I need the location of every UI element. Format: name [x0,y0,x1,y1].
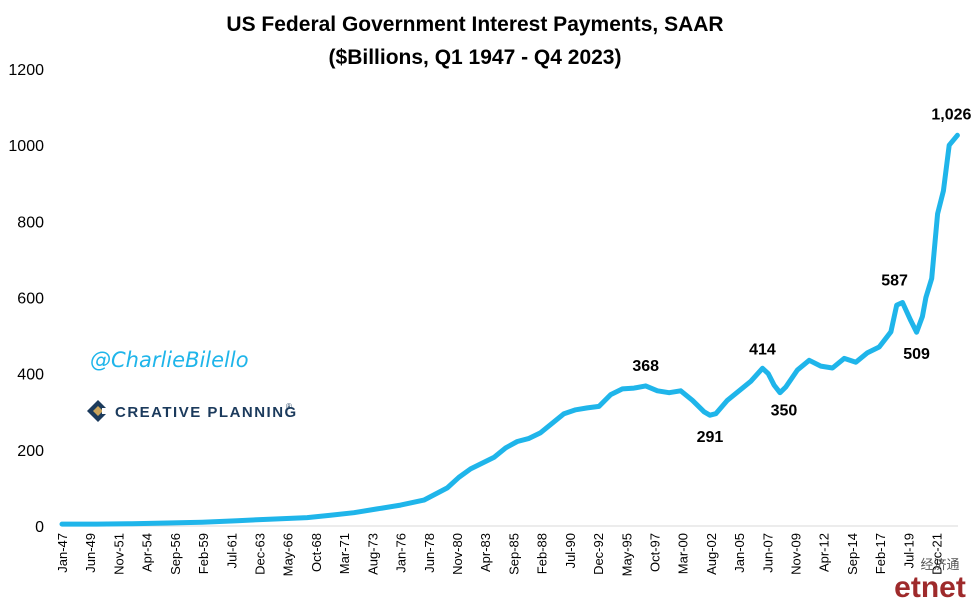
annotation-label: 587 [881,272,908,289]
x-tick-label: Apr-83 [478,533,493,572]
x-tick-label: Nov-09 [789,533,804,575]
x-tick-label: Sep-85 [506,533,521,575]
x-tick-label: Feb-59 [196,533,211,574]
annotation-label: 1,026 [931,106,971,123]
annotation-label: 350 [771,403,798,420]
x-tick-label: Jul-19 [901,533,916,568]
x-tick-label: Jan-05 [732,533,747,573]
x-tick-label: Dec-63 [252,533,267,575]
etnet-watermark: 经济通 etnet [894,558,966,599]
y-tick-label: 200 [17,443,44,460]
creative-planning-logo: CREATIVE PLANNING ® [87,400,298,422]
y-tick-label: 400 [17,367,44,384]
x-tick-label: Jun-78 [422,533,437,573]
creative-planning-icon [87,400,110,422]
y-tick-label: 1000 [8,138,44,155]
x-tick-label: Apr-12 [817,533,832,572]
y-tick-label: 1200 [8,62,44,79]
x-tick-label: Jan-47 [55,533,70,573]
x-tick-label: Jan-76 [394,533,409,573]
author-handle: @CharlieBilello [90,348,249,372]
interest-payments-line [59,132,960,527]
x-tick-label: Jun-49 [83,533,98,573]
y-axis-tick-labels: 0 200 400 600 800 1000 1200 [8,62,44,536]
chart-title: US Federal Government Interest Payments,… [226,13,723,36]
x-tick-label: Apr-54 [140,533,155,572]
x-tick-label: May-95 [619,533,634,576]
x-tick-label: Feb-17 [873,533,888,574]
x-tick-label: Nov-51 [111,533,126,575]
annotation-label: 291 [697,429,724,446]
x-axis-tick-labels: Jan-47 Jun-49 Nov-51 Apr-54 Sep-56 Feb-59 Jul-… [55,533,945,576]
watermark-chinese-text: 经济通 [920,558,959,573]
x-tick-label: Sep-14 [845,533,860,575]
x-tick-label: Dec-92 [591,533,606,575]
annotation-label: 509 [903,346,930,363]
company-name: CREATIVE PLANNING [115,404,298,421]
annotation-label: 368 [632,358,659,375]
watermark-logo-text: etnet [894,571,966,599]
annotation-label: 414 [749,341,776,358]
x-tick-label: Aug-73 [365,533,380,575]
x-tick-label: Nov-80 [450,533,465,575]
x-tick-label: Sep-56 [168,533,183,575]
x-tick-label: Feb-88 [535,533,550,574]
x-tick-label: Mar-71 [337,533,352,574]
x-tick-label: Jul-61 [224,533,239,568]
y-tick-label: 0 [35,519,44,536]
data-annotations: 368 291 414 350 587 509 1,026 [632,106,971,446]
x-tick-label: Oct-97 [647,533,662,572]
x-tick-label: Jul-90 [563,533,578,568]
y-tick-label: 600 [17,291,44,308]
x-tick-label: Jun-07 [760,533,775,573]
x-tick-label: Mar-00 [676,533,691,574]
y-tick-label: 800 [17,214,44,231]
chart-subtitle: ($Billions, Q1 1947 - Q4 2023) [329,46,622,69]
x-tick-label: Aug-02 [704,533,719,575]
x-tick-label: Oct-68 [309,533,324,572]
x-tick-label: Dec-21 [930,533,945,575]
x-tick-label: May-66 [281,533,296,576]
registered-mark: ® [286,402,292,411]
